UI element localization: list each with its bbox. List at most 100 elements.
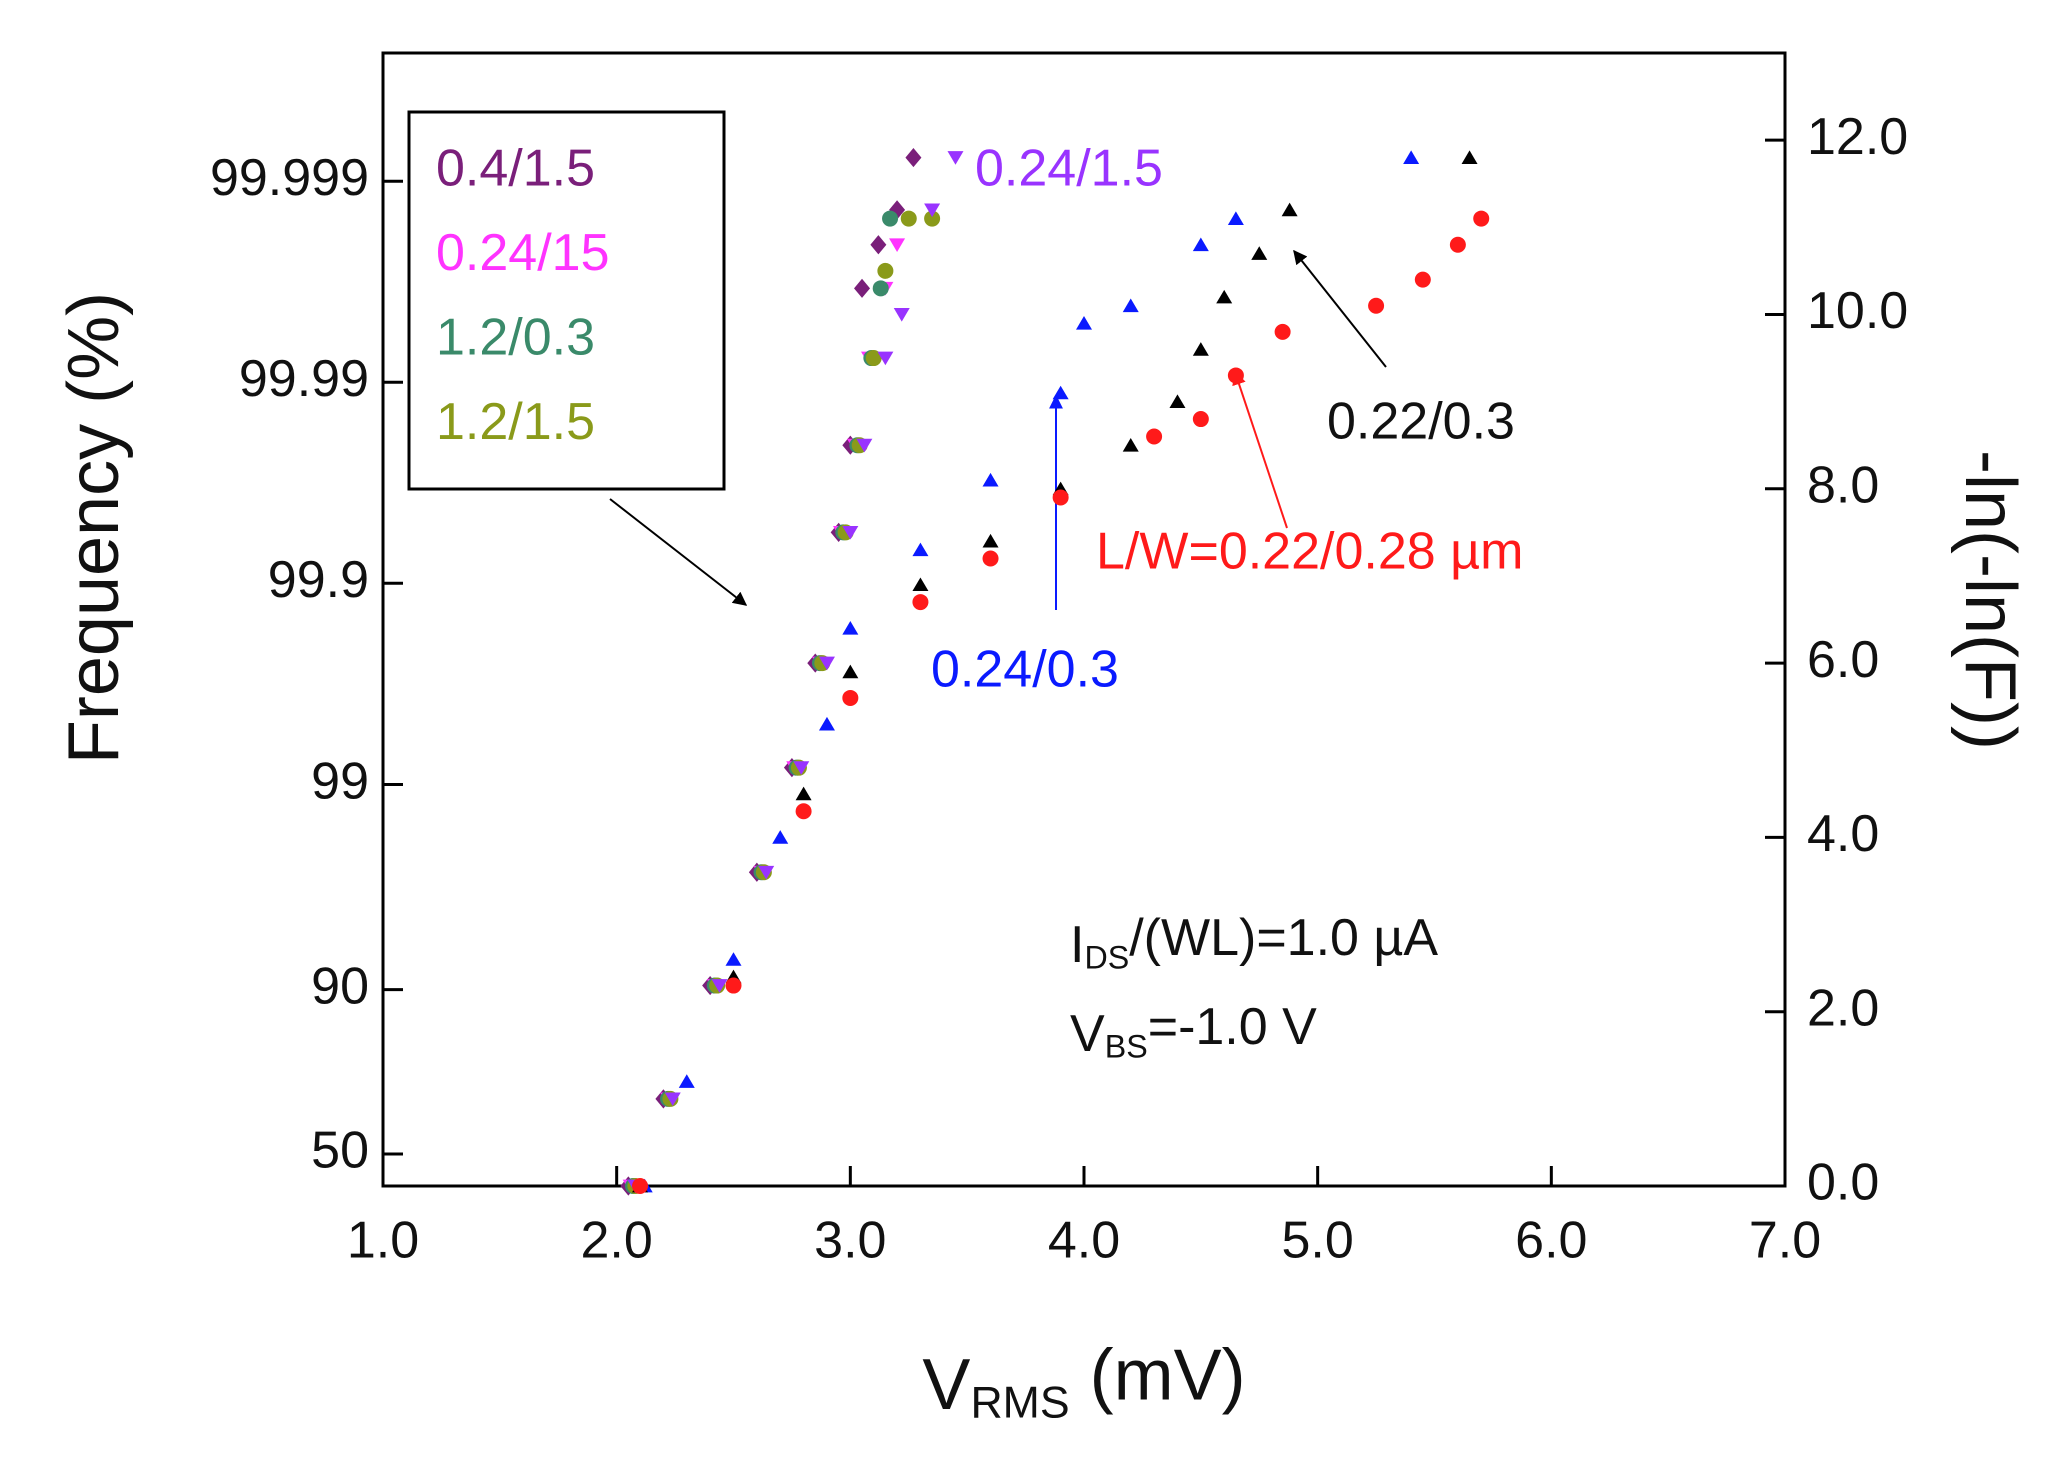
annotation-part: I	[1070, 916, 1084, 974]
annotation-part: /(WL)=1.0 µA	[1129, 909, 1438, 967]
data-point	[1368, 297, 1385, 314]
x-axis-title-part: (mV)	[1070, 1335, 1246, 1415]
data-point	[982, 550, 999, 567]
data-point	[1216, 289, 1233, 304]
data-point	[1052, 385, 1069, 400]
y2-tick-label: 6.0	[1807, 631, 1879, 689]
annotation: IDS/(WL)=1.0 µA	[1070, 909, 1438, 975]
x-tick-label: 7.0	[1749, 1212, 1821, 1270]
data-point	[1192, 237, 1209, 252]
data-point	[725, 952, 742, 966]
data-point	[877, 262, 894, 279]
data-point	[872, 280, 889, 297]
y-tick-label: 90	[311, 957, 369, 1015]
data-point	[889, 238, 906, 252]
arrow	[1232, 370, 1288, 529]
data-point	[982, 533, 999, 548]
data-point	[842, 664, 859, 679]
data-point	[912, 577, 929, 592]
data-point	[795, 803, 812, 820]
data-point	[882, 210, 899, 227]
data-point	[1169, 394, 1186, 409]
x-tick-label: 3.0	[814, 1212, 886, 1270]
data-point	[711, 979, 728, 993]
data-point	[870, 235, 887, 255]
data-point	[1251, 246, 1268, 260]
data-point	[900, 210, 917, 227]
y2-tick-label: 12.0	[1807, 108, 1908, 166]
legend-label: 1.2/1.5	[436, 393, 595, 451]
annotation-part: DS	[1084, 939, 1129, 975]
data-point	[1227, 211, 1244, 225]
data-point	[1281, 202, 1298, 217]
data-point	[842, 525, 859, 540]
x-tick-label: 4.0	[1048, 1212, 1120, 1270]
y-axis-title: Frequency (%)	[54, 292, 134, 764]
data-point	[912, 542, 929, 557]
data-point	[818, 716, 835, 731]
y2-tick-label: 8.0	[1807, 457, 1879, 515]
annotation-part: BS	[1105, 1028, 1148, 1064]
data-point	[877, 351, 894, 366]
legend-box	[407, 110, 726, 491]
data-point	[1403, 150, 1420, 164]
series-label: 0.24/0.3	[931, 641, 1119, 699]
y-tick-label: 99	[311, 752, 369, 810]
x-tick-label: 2.0	[581, 1212, 653, 1270]
data-point	[1449, 236, 1466, 253]
data-point	[842, 689, 859, 706]
data-point	[1122, 298, 1139, 313]
data-point	[1076, 315, 1092, 330]
y2-tick-label: 10.0	[1807, 282, 1908, 340]
data-point	[856, 438, 873, 453]
data-point	[947, 151, 964, 165]
x-tick-label: 6.0	[1515, 1212, 1587, 1270]
x-axis-title-part: RMS	[970, 1378, 1069, 1427]
y2-axis-title: -ln(-ln(F))	[1950, 450, 2030, 750]
y-tick-label: 99.99	[239, 350, 369, 408]
arrow	[609, 498, 748, 606]
data-point	[1414, 271, 1431, 288]
data-point	[725, 977, 742, 994]
data-point	[1461, 150, 1478, 164]
data-point	[1146, 428, 1163, 445]
y2-tick-label: 4.0	[1807, 805, 1879, 863]
arrow	[1293, 249, 1387, 368]
data-point	[893, 308, 910, 322]
data-point	[793, 761, 810, 775]
series-label: 0.22/0.3	[1327, 393, 1515, 451]
y-tick-label: 99.9	[268, 551, 369, 609]
annotation-part: =-1.0 V	[1148, 998, 1317, 1056]
data-point	[924, 210, 941, 227]
legend-label: 0.4/1.5	[436, 140, 595, 198]
data-point	[772, 830, 789, 844]
data-point	[982, 472, 999, 487]
annotation: VBS=-1.0 V	[1070, 998, 1317, 1064]
data-point	[818, 656, 835, 671]
x-axis-title-part: V	[922, 1345, 970, 1425]
data-point	[632, 1178, 649, 1194]
x-axis-title: VRMS (mV)	[922, 1335, 1245, 1427]
y2-tick-label: 0.0	[1807, 1154, 1879, 1212]
legend-label: 1.2/0.3	[436, 309, 595, 367]
data-point	[1473, 210, 1490, 227]
x-tick-label: 1.0	[347, 1212, 419, 1270]
data-point	[1122, 437, 1139, 452]
y-tick-label: 99.999	[210, 149, 369, 207]
series-label: L/W=0.22/0.28 µm	[1096, 523, 1523, 581]
data-point	[664, 1092, 681, 1107]
data-point	[795, 786, 812, 801]
data-point	[842, 621, 859, 635]
data-point	[1052, 489, 1069, 506]
y-tick-label: 50	[311, 1122, 369, 1180]
data-point	[1192, 411, 1209, 428]
data-point	[905, 147, 922, 168]
data-point	[924, 203, 941, 218]
data-point	[678, 1074, 695, 1088]
data-point	[912, 594, 929, 611]
x-tick-label: 5.0	[1282, 1212, 1354, 1270]
data-point	[1227, 367, 1244, 384]
series-label: 0.24/1.5	[975, 140, 1163, 198]
data-point	[1274, 323, 1291, 340]
